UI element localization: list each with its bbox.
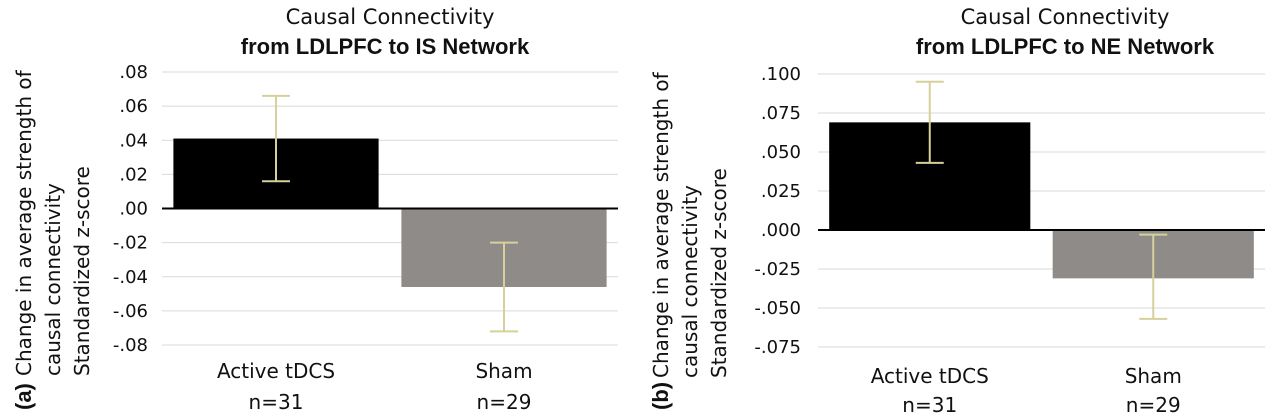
y-tick-label: -.025 — [754, 259, 801, 280]
y-axis-label-line-3: Standardized z-score — [70, 166, 94, 376]
x-category-n-label: n=29 — [1126, 393, 1181, 417]
y-tick-label: .04 — [119, 130, 148, 151]
y-tick-label: .06 — [119, 96, 148, 117]
y-tick-label: .100 — [761, 64, 801, 85]
y-tick-label: -.02 — [113, 233, 148, 254]
chart-subtitle: from LDLPFC to NE Network — [916, 34, 1215, 59]
error-bar — [1139, 233, 1168, 320]
y-tick-label: -.06 — [113, 301, 148, 322]
x-category-n-label: n=31 — [902, 393, 957, 417]
y-tick-label: .075 — [761, 103, 801, 124]
y-axis-label-line-2: causal connectivity — [678, 185, 702, 378]
y-tick-label: .050 — [761, 142, 801, 163]
y-tick-label: -.04 — [113, 267, 148, 288]
chart-panel-a: Causal Connectivity from LDLPFC to IS Ne… — [11, 5, 618, 414]
chart-panel-b: Causal Connectivity from LDLPFC to NE Ne… — [648, 5, 1265, 417]
x-category-label: Active tDCS — [871, 364, 989, 388]
panel-label: (b) — [648, 382, 673, 410]
y-axis-label-line-3: Standardized z-score — [707, 168, 731, 378]
chart-title: Causal Connectivity — [286, 5, 495, 29]
y-tick-label: -.050 — [754, 298, 801, 319]
chart-subtitle: from LDLPFC to IS Network — [241, 34, 530, 59]
y-axis-label-line-2: causal connectivity — [41, 183, 65, 376]
panel-label: (a) — [11, 383, 36, 410]
x-category-n-label: n=29 — [477, 390, 532, 414]
error-bar — [915, 80, 944, 164]
x-category-label: Active tDCS — [217, 359, 335, 383]
error-bar — [490, 241, 518, 333]
chart-title: Causal Connectivity — [961, 5, 1170, 29]
x-category-label: Sham — [475, 359, 532, 383]
x-category-label: Sham — [1125, 364, 1182, 388]
y-tick-label: .00 — [119, 199, 148, 220]
y-axis-label-line-1: Change in average strength of — [649, 71, 673, 378]
y-tick-label: .025 — [761, 181, 801, 202]
y-axis-label-line-1: Change in average strength of — [12, 69, 36, 376]
y-tick-label: -.075 — [754, 337, 801, 358]
error-bar — [262, 94, 290, 183]
x-category-n-label: n=31 — [249, 390, 304, 414]
y-tick-label: .02 — [119, 164, 148, 185]
y-tick-label: .000 — [761, 220, 801, 241]
y-tick-label: -.08 — [113, 335, 148, 356]
y-tick-label: .08 — [119, 62, 148, 83]
